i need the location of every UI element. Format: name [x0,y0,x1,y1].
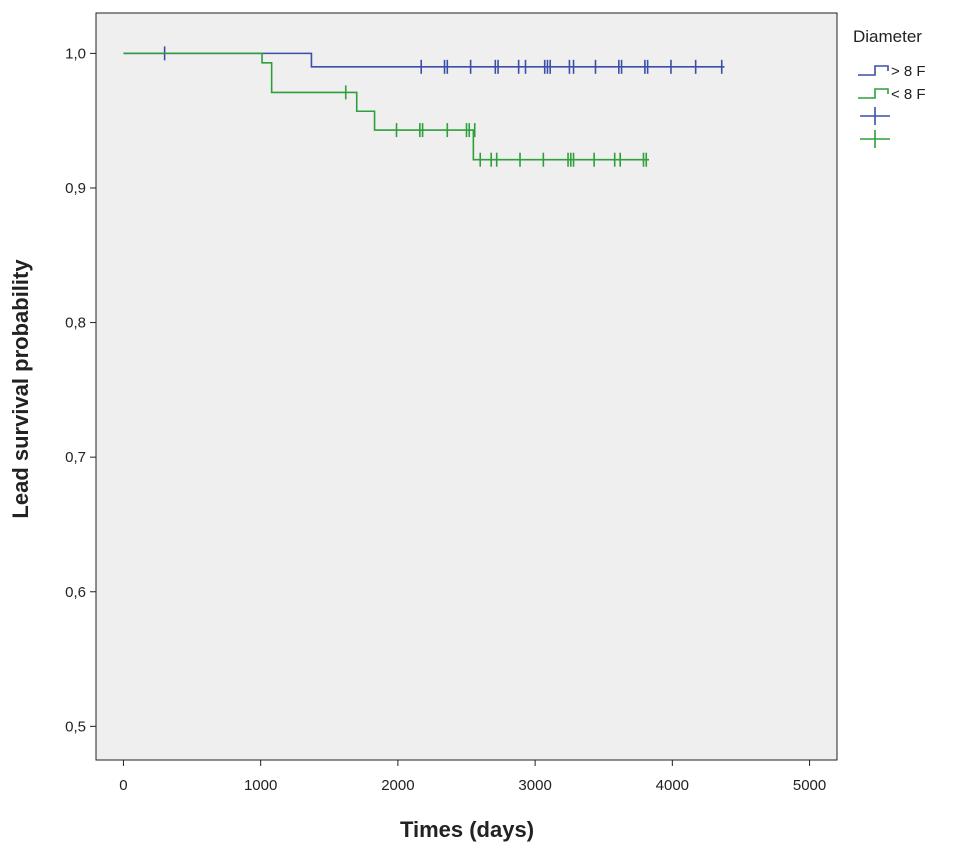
legend-label: > 8 F [891,63,926,80]
x-tick-label: 2000 [381,777,414,794]
x-tick-label: 0 [119,777,127,794]
x-axis: 0 1000 2000 3000 4000 5000 [119,760,826,794]
plot-area [95,12,838,761]
legend-label: < 8 F [891,86,926,103]
x-tick-label: 4000 [656,777,689,794]
legend-line-swatch [858,65,889,76]
legend: Diameter > 8 F < 8 F [853,27,926,148]
y-tick-label: 0,5 [65,718,86,735]
y-axis-title: Lead survival probability [8,259,33,519]
x-tick-label: 1000 [244,777,277,794]
y-tick-label: 0,7 [65,449,86,466]
x-tick-label: 3000 [518,777,551,794]
y-tick-label: 0,9 [65,180,86,197]
series-layer [123,46,725,167]
x-tick-label: 5000 [793,777,826,794]
y-tick-label: 0,6 [65,584,86,601]
y-axis: 0,5 0,6 0,7 0,8 0,9 1,0 [65,45,96,735]
x-axis-title: Times (days) [400,817,534,842]
legend-line-swatch [858,88,889,99]
series-line-lt-8f [123,52,650,161]
y-tick-label: 1,0 [65,45,86,62]
legend-title: Diameter [853,27,922,46]
y-tick-label: 0,8 [65,315,86,332]
